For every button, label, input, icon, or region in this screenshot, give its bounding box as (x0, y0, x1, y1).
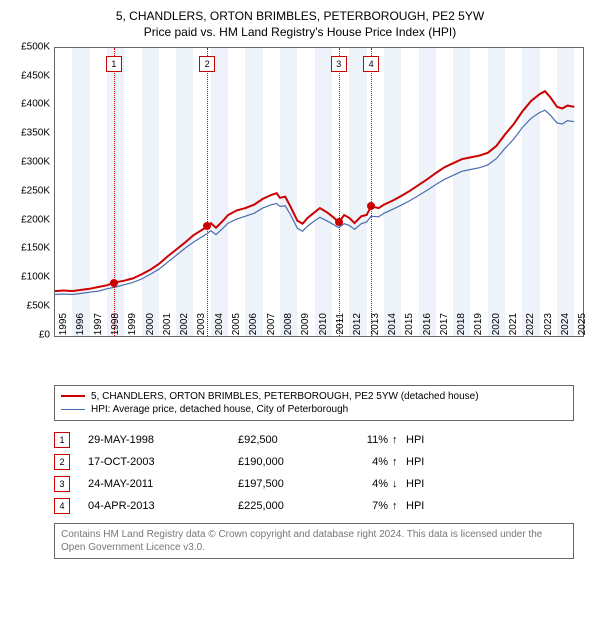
transaction-number-box: 2 (54, 454, 70, 470)
x-axis-label: 2002 (179, 313, 190, 343)
transaction-suffix: HPI (406, 478, 424, 490)
transaction-pct: 7% (348, 500, 392, 512)
chart-container: 5, CHANDLERS, ORTON BRIMBLES, PETERBOROU… (0, 0, 600, 569)
transaction-suffix: HPI (406, 456, 424, 468)
transaction-price: £225,000 (238, 500, 348, 512)
x-axis-label: 2025 (577, 313, 588, 343)
x-axis-label: 1997 (93, 313, 104, 343)
x-axis-label: 2007 (266, 313, 277, 343)
y-axis-label: £400K (12, 99, 50, 110)
price-paid-point (367, 202, 375, 210)
transaction-row: 4 04-APR-2013£225,0007%↑HPI (54, 495, 574, 517)
transaction-table: 129-MAY-1998£92,50011%↑HPI217-OCT-2003£1… (54, 429, 574, 517)
y-axis-label: £350K (12, 128, 50, 139)
transaction-row: 2 17-OCT-2003£190,0004%↑HPI (54, 451, 574, 473)
transaction-price: £197,500 (238, 478, 348, 490)
x-axis-label: 2003 (196, 313, 207, 343)
line-series-svg (55, 48, 583, 336)
marker-number-box: 1 (106, 56, 122, 72)
x-axis-label: 1995 (58, 313, 69, 343)
transaction-date: 17-OCT-2003 (88, 456, 238, 468)
x-axis-label: 2015 (404, 313, 415, 343)
legend-label: HPI: Average price, detached house, City… (91, 404, 348, 415)
x-axis-label: 2023 (543, 313, 554, 343)
price-paid-point (110, 279, 118, 287)
x-axis-label: 1998 (110, 313, 121, 343)
x-axis-label: 2019 (473, 313, 484, 343)
transaction-pct: 11% (348, 434, 392, 446)
x-axis-label: 2016 (422, 313, 433, 343)
transaction-number-box: 4 (54, 498, 70, 514)
price-paid-point (203, 222, 211, 230)
y-axis-label: £100K (12, 272, 50, 283)
y-axis-label: £450K (12, 70, 50, 81)
y-axis-label: £200K (12, 214, 50, 225)
transaction-price: £92,500 (238, 434, 348, 446)
x-axis-label: 2006 (248, 313, 259, 343)
transaction-suffix: HPI (406, 434, 424, 446)
marker-number-box: 4 (363, 56, 379, 72)
y-axis-label: £50K (12, 300, 50, 311)
attribution-text: Contains HM Land Registry data © Crown c… (54, 523, 574, 559)
x-axis-label: 2017 (439, 313, 450, 343)
x-axis-label: 1999 (127, 313, 138, 343)
x-axis-label: 2012 (352, 313, 363, 343)
legend-box: 5, CHANDLERS, ORTON BRIMBLES, PETERBOROU… (54, 385, 574, 421)
transaction-row: 1 29-MAY-1998£92,50011%↑HPI (54, 429, 574, 451)
marker-line (114, 48, 115, 336)
marker-line (207, 48, 208, 336)
x-axis-label: 2000 (145, 313, 156, 343)
x-axis-label: 2008 (283, 313, 294, 343)
x-axis-label: 2001 (162, 313, 173, 343)
transaction-row: 3 24-MAY-2011£197,5004%↓HPI (54, 473, 574, 495)
y-axis-label: £150K (12, 243, 50, 254)
arrow-icon: ↑ (392, 434, 406, 446)
series-line (55, 110, 574, 294)
y-axis-label: £250K (12, 185, 50, 196)
transaction-date: 29-MAY-1998 (88, 434, 238, 446)
y-axis-label: £500K (12, 41, 50, 52)
x-axis-label: 2009 (300, 313, 311, 343)
marker-line (371, 48, 372, 336)
legend-item: HPI: Average price, detached house, City… (61, 403, 567, 416)
marker-number-box: 2 (199, 56, 215, 72)
transaction-number-box: 1 (54, 432, 70, 448)
transaction-suffix: HPI (406, 500, 424, 512)
x-axis-label: 2018 (456, 313, 467, 343)
transaction-date: 24-MAY-2011 (88, 478, 238, 490)
transaction-pct: 4% (348, 478, 392, 490)
transaction-number-box: 3 (54, 476, 70, 492)
legend-swatch (61, 409, 85, 410)
transaction-pct: 4% (348, 456, 392, 468)
x-axis-label: 2021 (508, 313, 519, 343)
arrow-icon: ↓ (392, 478, 406, 490)
y-axis-label: £0 (12, 329, 50, 340)
legend-item: 5, CHANDLERS, ORTON BRIMBLES, PETERBOROU… (61, 390, 567, 403)
arrow-icon: ↑ (392, 500, 406, 512)
chart-title-line2: Price paid vs. HM Land Registry's House … (10, 25, 590, 39)
marker-number-box: 3 (331, 56, 347, 72)
chart-area: 1 2 34 £0 £50K £100K £150K £200K £250K £300K £350… (10, 47, 590, 377)
arrow-icon: ↑ (392, 456, 406, 468)
plot-region: 1 2 34 (54, 47, 584, 337)
y-axis-label: £300K (12, 156, 50, 167)
price-paid-point (335, 218, 343, 226)
x-axis-label: 2005 (231, 313, 242, 343)
x-axis-label: 2010 (318, 313, 329, 343)
x-axis-label: 2020 (491, 313, 502, 343)
transaction-date: 04-APR-2013 (88, 500, 238, 512)
x-axis-label: 2013 (370, 313, 381, 343)
x-axis-label: 1996 (75, 313, 86, 343)
x-axis-label: 2024 (560, 313, 571, 343)
x-axis-label: 2004 (214, 313, 225, 343)
legend-swatch (61, 395, 85, 397)
series-line (55, 91, 574, 291)
x-axis-label: 2011 (335, 313, 346, 343)
transaction-price: £190,000 (238, 456, 348, 468)
chart-title-line1: 5, CHANDLERS, ORTON BRIMBLES, PETERBOROU… (10, 8, 590, 25)
x-axis-label: 2022 (525, 313, 536, 343)
marker-line (339, 48, 340, 336)
x-axis-label: 2014 (387, 313, 398, 343)
legend-label: 5, CHANDLERS, ORTON BRIMBLES, PETERBOROU… (91, 391, 479, 402)
